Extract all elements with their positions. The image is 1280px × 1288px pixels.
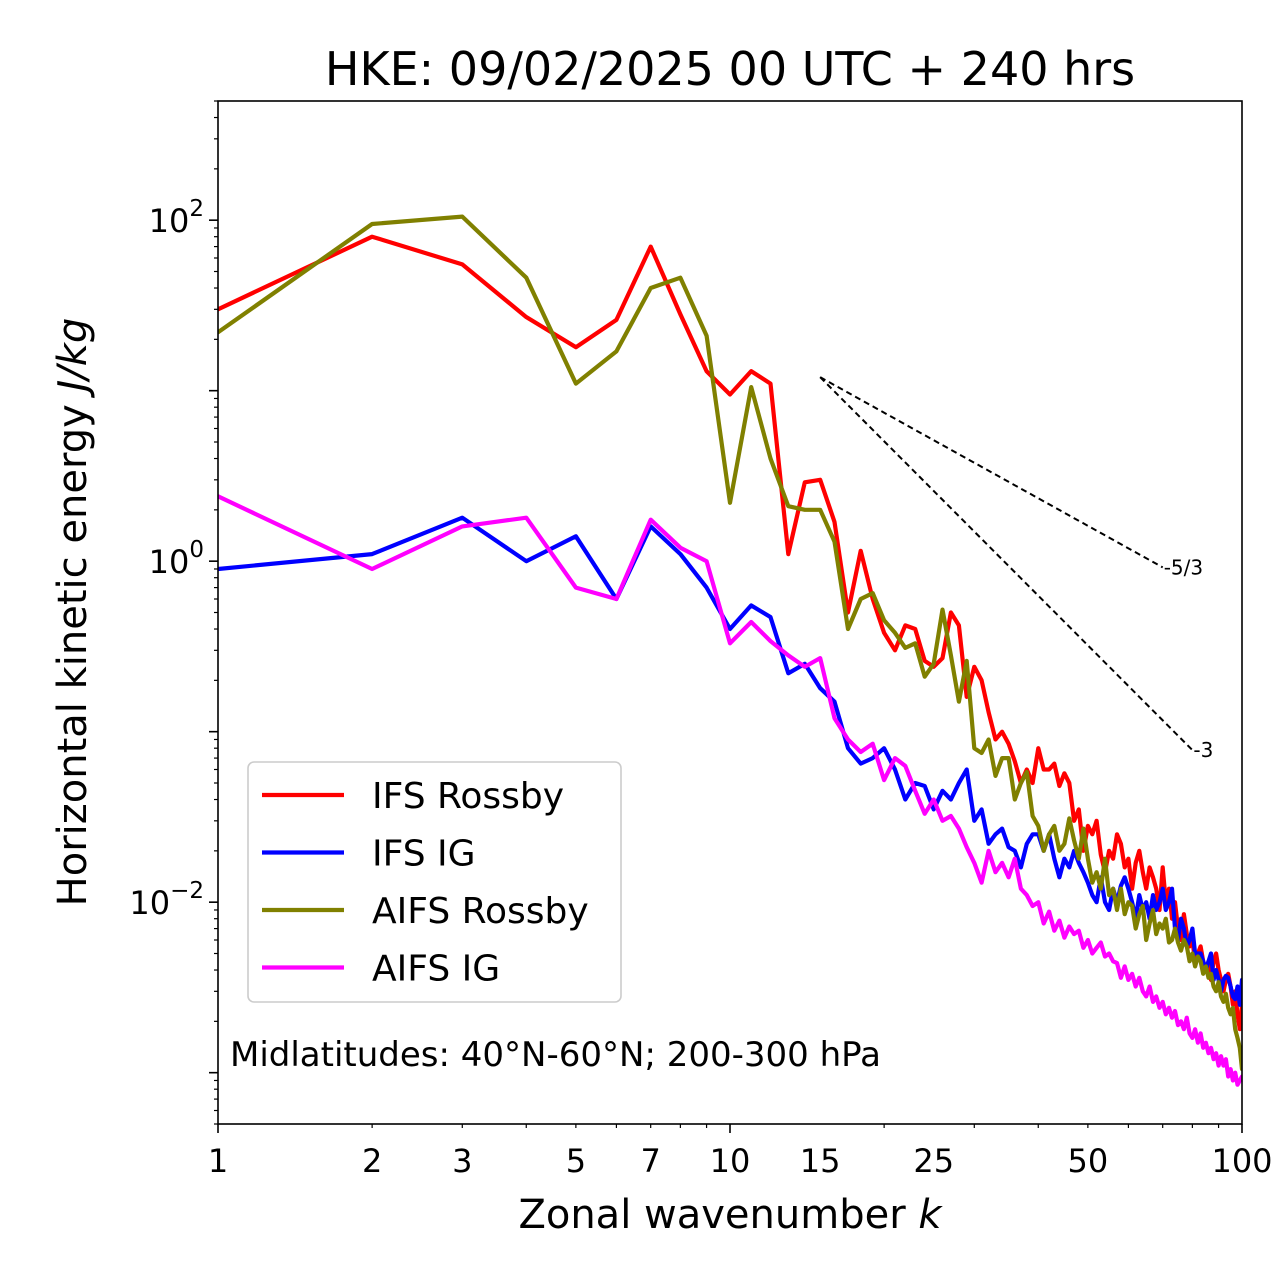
- x-tick-label: 1: [208, 1142, 228, 1180]
- x-axis: 1 2 3 5 7 10 15 25 50 100: [208, 1124, 1273, 1180]
- y-axis-title: Horizontal kinetic energy J/kg: [50, 318, 96, 907]
- legend-box: [247, 761, 622, 1003]
- x-axis-title: Zonal wavenumber k: [518, 1192, 943, 1238]
- series-line-3: [218, 494, 1242, 1087]
- series-line-1: [218, 515, 1242, 1007]
- x-tick-label: 2: [362, 1142, 382, 1180]
- x-tick-label: 100: [1211, 1142, 1272, 1180]
- x-tick-label: 15: [800, 1142, 841, 1180]
- reference-slope-line-1: [819, 376, 1194, 751]
- reference-slope-label-1: -3: [1193, 738, 1213, 762]
- reference-slope-line-0: [819, 376, 1164, 569]
- x-tick-label: 3: [452, 1142, 472, 1180]
- x-tick-label: 5: [566, 1142, 586, 1180]
- x-tick-label: 10: [710, 1142, 751, 1180]
- y-tick-label: 10−2: [129, 878, 204, 922]
- chart-title: HKE: 09/02/2025 00 UTC + 240 hrs: [325, 42, 1135, 96]
- series-layer: [218, 214, 1242, 1087]
- legend-label-0: IFS Rossby: [372, 776, 564, 817]
- legend-label-1: IFS IG: [372, 834, 476, 875]
- y-tick-label: 102: [149, 196, 204, 240]
- legend-label-2: AIFS Rossby: [372, 891, 589, 932]
- series-line-2: [218, 214, 1242, 1072]
- x-tick-label: 7: [641, 1142, 661, 1180]
- y-tick-label: 100: [149, 537, 204, 581]
- reference-slopes: -5/3 -3: [819, 376, 1213, 762]
- y-axis: 10−2 100 102: [129, 100, 218, 1125]
- region-annotation: Midlatitudes: 40°N-60°N; 200-300 hPa: [230, 1035, 881, 1075]
- legend-label-3: AIFS IG: [372, 949, 500, 990]
- x-tick-label: 25: [913, 1142, 954, 1180]
- reference-slope-label-0: -5/3: [1164, 555, 1203, 579]
- legend: IFS Rossby IFS IG AIFS Rossby AIFS IG: [247, 761, 622, 1003]
- x-tick-label: 50: [1068, 1142, 1109, 1180]
